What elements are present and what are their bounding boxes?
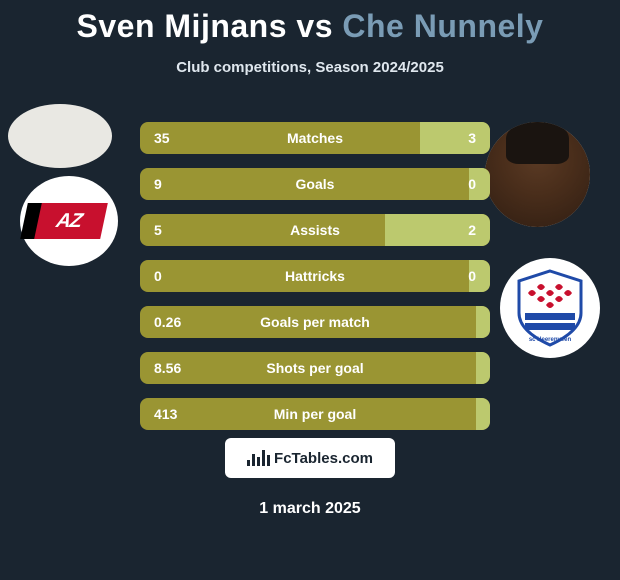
stat-row: 8.56 Shots per goal: [140, 352, 490, 384]
stat-fill-p2: [476, 352, 490, 384]
stat-label: Shots per goal: [266, 360, 363, 376]
stat-value-p2: 2: [468, 222, 476, 238]
az-logo: AZ: [30, 203, 108, 239]
stat-label: Goals per match: [260, 314, 370, 330]
subtitle: Club competitions, Season 2024/2025: [0, 59, 620, 76]
player1-name: Sven Mijnans: [77, 8, 288, 44]
heerenveen-logo: sc Heerenveen: [515, 269, 585, 347]
comparison-title: Sven Mijnans vs Che Nunnely: [0, 0, 620, 45]
stat-value-p1: 9: [154, 176, 162, 192]
stat-row: 5 Assists 2: [140, 214, 490, 246]
stat-value-p2: 0: [468, 268, 476, 284]
stat-fill-p2: [476, 306, 490, 338]
player2-portrait: [485, 122, 590, 227]
stat-value-p1: 35: [154, 130, 170, 146]
svg-text:sc Heerenveen: sc Heerenveen: [529, 337, 572, 343]
stat-row: 9 Goals 0: [140, 168, 490, 200]
date-label: 1 march 2025: [259, 500, 360, 518]
stat-label: Goals: [296, 176, 335, 192]
stat-value-p1: 0: [154, 268, 162, 284]
stat-value-p1: 5: [154, 222, 162, 238]
stat-value-p2: 3: [468, 130, 476, 146]
site-name: FcTables.com: [274, 450, 373, 467]
stat-label: Assists: [290, 222, 340, 238]
vs-label: vs: [296, 8, 333, 44]
stats-bars: 35 Matches 3 9 Goals 0 5 Assists 2 0 Hattricks 0 0.2…: [140, 122, 490, 444]
stat-label: Matches: [287, 130, 343, 146]
bars-icon: [247, 450, 270, 466]
stat-fill-p2: [476, 398, 490, 430]
fctables-logo: FcTables.com: [225, 438, 395, 478]
player2-name: Che Nunnely: [342, 8, 543, 44]
stat-row: 35 Matches 3: [140, 122, 490, 154]
az-text: AZ: [54, 210, 84, 233]
stat-row: 0 Hattricks 0: [140, 260, 490, 292]
player1-portrait: [8, 104, 112, 168]
stat-row: 0.26 Goals per match: [140, 306, 490, 338]
stat-value-p1: 413: [154, 406, 177, 422]
stat-label: Min per goal: [274, 406, 356, 422]
club-left-badge: AZ: [20, 176, 118, 266]
stat-value-p1: 0.26: [154, 314, 181, 330]
stat-value-p1: 8.56: [154, 360, 181, 376]
club-right-badge: sc Heerenveen: [500, 258, 600, 358]
stat-value-p2: 0: [468, 176, 476, 192]
stat-label: Hattricks: [285, 268, 345, 284]
stat-row: 413 Min per goal: [140, 398, 490, 430]
stat-fill-p2: [420, 122, 490, 154]
player2-face: [485, 122, 590, 227]
